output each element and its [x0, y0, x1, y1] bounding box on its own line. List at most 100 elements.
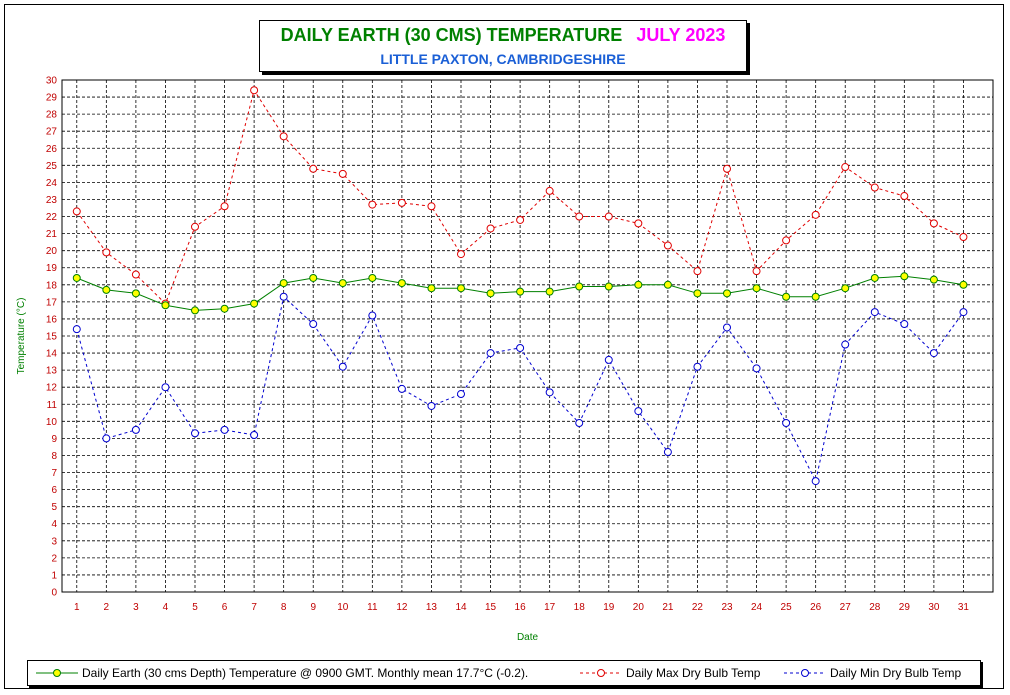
- y-tick-label: 18: [46, 280, 58, 291]
- data-point: [870, 183, 879, 192]
- data-point: [723, 164, 731, 173]
- y-tick-label: 11: [47, 400, 58, 411]
- data-point: [693, 362, 702, 371]
- x-tick-label: 22: [692, 602, 704, 613]
- data-point: [723, 289, 731, 298]
- y-tick-label: 30: [46, 76, 58, 87]
- data-point: [220, 425, 229, 434]
- data-point: [841, 163, 850, 172]
- x-tick-label: 30: [928, 602, 940, 613]
- x-tick-label: 23: [721, 602, 733, 613]
- y-tick-label: 0: [51, 588, 57, 599]
- y-tick-label: 5: [51, 502, 57, 513]
- data-point: [634, 219, 643, 228]
- x-axis-label: Date: [517, 632, 539, 643]
- data-point: [959, 280, 968, 289]
- x-tick-label: 19: [603, 602, 615, 613]
- data-point: [545, 186, 554, 195]
- x-tick-label: 14: [455, 602, 467, 613]
- x-tick-label: 11: [367, 602, 378, 613]
- data-point: [486, 224, 495, 233]
- legend-swatch-earth: [36, 669, 78, 677]
- x-tick-label: 9: [310, 602, 316, 613]
- y-tick-label: 20: [46, 246, 58, 257]
- data-point: [368, 311, 377, 320]
- data-point: [900, 272, 909, 281]
- x-tick-label: 16: [515, 602, 527, 613]
- data-point: [72, 325, 81, 334]
- data-point: [604, 355, 613, 364]
- data-point: [102, 434, 111, 443]
- x-tick-label: 2: [104, 602, 110, 613]
- data-point: [279, 279, 288, 288]
- legend-label-earth: Daily Earth (30 cms Depth) Temperature @…: [82, 666, 529, 680]
- series-line: [76, 295, 964, 483]
- x-tick-label: 12: [396, 602, 408, 613]
- x-tick-label: 28: [869, 602, 881, 613]
- y-tick-label: 25: [46, 161, 58, 172]
- legend-label-max: Daily Max Dry Bulb Temp: [626, 666, 761, 680]
- data-point: [959, 233, 968, 242]
- data-point: [900, 192, 909, 201]
- x-tick-label: 6: [222, 602, 228, 613]
- x-tick-label: 8: [281, 602, 287, 613]
- data-point: [841, 284, 850, 293]
- x-tick-label: 25: [781, 602, 793, 613]
- data-point: [929, 349, 938, 358]
- y-tick-label: 2: [51, 553, 57, 564]
- y-tick-label: 14: [46, 349, 58, 360]
- legend-item-max: Daily Max Dry Bulb Temp: [580, 665, 760, 681]
- data-point: [338, 279, 347, 288]
- data-point: [457, 284, 465, 293]
- data-point: [279, 292, 288, 301]
- x-tick-label: 20: [633, 602, 645, 613]
- data-point: [486, 349, 495, 358]
- x-tick-label: 1: [74, 602, 80, 613]
- data-point: [782, 419, 791, 428]
- data-point: [663, 448, 672, 457]
- data-point: [723, 323, 731, 332]
- data-point: [841, 340, 850, 349]
- grid: [62, 80, 993, 592]
- y-tick-label: 23: [46, 195, 58, 206]
- data-point: [338, 169, 347, 178]
- plot-area: [61, 79, 994, 593]
- y-tick-label: 12: [46, 383, 58, 394]
- x-tick-label: 18: [574, 602, 586, 613]
- data-point: [161, 383, 170, 392]
- chart-subtitle: LITTLE PAXTON, CAMBRIDGESHIRE: [380, 51, 626, 67]
- data-point: [516, 287, 525, 296]
- data-point: [545, 388, 554, 397]
- y-tick-label: 10: [46, 417, 58, 428]
- data-point: [811, 477, 820, 486]
- x-tick-label: 15: [485, 602, 497, 613]
- y-tick-label: 3: [51, 536, 57, 547]
- data-point: [663, 241, 672, 250]
- data-point: [131, 425, 140, 434]
- chart-title: DAILY EARTH (30 CMS) TEMPERATURE JULY 202…: [260, 25, 746, 46]
- chart-title-main: DAILY EARTH (30 CMS) TEMPERATURE: [280, 25, 623, 45]
- legend: Daily Earth (30 cms Depth) Temperature @…: [27, 660, 981, 686]
- data-point: [457, 250, 465, 259]
- x-tick-label: 17: [544, 602, 556, 613]
- data-point: [929, 275, 938, 284]
- data-point: [811, 210, 820, 219]
- data-point: [575, 419, 584, 428]
- y-tick-label: 13: [46, 366, 58, 377]
- data-point: [72, 207, 81, 216]
- data-point: [102, 285, 111, 294]
- data-point: [220, 202, 229, 211]
- chart-title-month: JULY 2023: [636, 25, 726, 45]
- data-point: [575, 282, 584, 291]
- data-point: [309, 273, 318, 282]
- data-point: [427, 284, 436, 293]
- y-axis-label: Temperature (°C): [16, 298, 27, 375]
- data-point: [72, 273, 81, 282]
- data-point: [604, 212, 613, 221]
- legend-item-earth: Daily Earth (30 cms Depth) Temperature @…: [36, 665, 528, 681]
- y-tick-label: 29: [46, 93, 58, 104]
- data-point: [427, 202, 436, 211]
- data-point: [250, 86, 259, 95]
- data-point: [516, 343, 525, 352]
